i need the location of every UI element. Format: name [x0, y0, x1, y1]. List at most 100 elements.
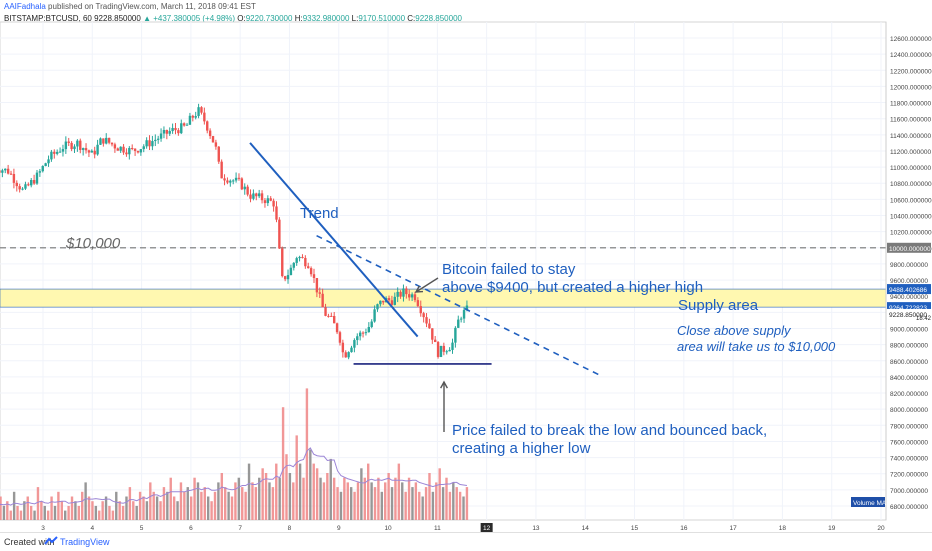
close-note: Close above supply area will take us to …	[677, 323, 835, 355]
candle-up	[439, 345, 443, 357]
volume-bar	[115, 491, 118, 520]
volume-bar	[23, 501, 26, 520]
volume-bar	[387, 473, 390, 520]
volume-bar	[271, 487, 275, 520]
candle-down	[110, 142, 114, 145]
candle-up	[55, 151, 59, 154]
low-label: L:	[351, 14, 359, 23]
volume-bar	[244, 491, 247, 520]
volume-bar	[196, 482, 200, 520]
volume-bar	[162, 487, 166, 520]
candle-down	[283, 276, 287, 280]
volume-bar	[125, 496, 128, 520]
volume-bar	[421, 496, 424, 520]
candle-down	[136, 150, 140, 153]
candle-down	[84, 148, 88, 151]
candle-down	[27, 184, 30, 186]
candle-up	[21, 188, 24, 190]
ten-k-badge: 10000.000000	[889, 246, 931, 253]
price-tick-label: 8800.000000	[890, 343, 928, 350]
candle-down	[0, 170, 1, 173]
price-note: Price failed to break the low and bounce…	[452, 422, 767, 458]
author-link[interactable]: AAIFadhala	[4, 2, 46, 11]
volume-bar	[206, 496, 210, 520]
price-tick-label: 7200.000000	[890, 472, 928, 479]
candle-down	[15, 182, 18, 187]
candle-down	[107, 137, 111, 143]
candle-up	[295, 258, 298, 263]
candle-up	[364, 332, 368, 334]
volume-bar	[224, 487, 227, 520]
candle-down	[425, 317, 428, 324]
volume-bar	[254, 487, 258, 520]
price-tick-label: 8000.000000	[890, 407, 928, 414]
candle-down	[70, 142, 73, 150]
candle-up	[194, 116, 197, 118]
candle-up	[232, 180, 235, 182]
symbol-label[interactable]: BITSTAMP:BTCUSD, 60	[4, 14, 92, 23]
arrow-higher-high	[415, 277, 439, 293]
supply-top-badge: 9488.402686	[889, 287, 927, 294]
candle-down	[246, 186, 249, 195]
candle-down	[12, 173, 16, 183]
volume-bar	[326, 473, 329, 520]
candle-down	[217, 146, 220, 162]
time-tick-label: 11	[434, 525, 441, 532]
volume-bar	[285, 454, 288, 520]
volume-bar	[302, 477, 305, 520]
candle-up	[286, 275, 290, 280]
volume-bar	[343, 477, 346, 520]
candle-down	[315, 278, 319, 293]
volume-bar	[43, 505, 46, 520]
price-tick-label: 8200.000000	[890, 391, 928, 398]
time-tick-label: 3	[41, 525, 45, 532]
price-tick-label: 11800.000000	[890, 101, 931, 108]
candle-down	[53, 151, 56, 154]
volume-bar	[9, 510, 12, 520]
candle-up	[81, 148, 85, 150]
time-axis[interactable]: 3 4 5 6 7 8 9 10 11 12 13 14 15 16 17 18 19 20	[41, 523, 885, 532]
candle-up	[119, 146, 122, 151]
volume-bar	[217, 482, 220, 520]
candle-down	[327, 315, 330, 317]
candle-down	[321, 293, 324, 308]
volume-bar	[363, 477, 366, 520]
candle-down	[93, 150, 96, 155]
volume-bar	[373, 487, 377, 520]
volume-bar	[193, 477, 196, 520]
volume-bar	[84, 482, 87, 520]
volume-bar	[210, 501, 213, 520]
volume-bar	[390, 487, 394, 520]
candle-down	[182, 123, 186, 126]
volume-bar	[104, 496, 108, 520]
volume-bar	[346, 482, 349, 520]
close-label: C:	[407, 14, 416, 23]
volume-bar	[312, 463, 315, 520]
price-axis[interactable]: 12600.000000 12400.000000 12200.000000 1200…	[885, 22, 932, 520]
candle-down	[220, 161, 223, 179]
volume-bar	[424, 487, 428, 520]
candle-down	[309, 268, 313, 275]
candle-down	[399, 291, 402, 297]
trend-extension-line[interactable]	[316, 234, 601, 377]
candle-down	[344, 352, 347, 358]
candle-up	[448, 349, 451, 352]
tradingview-link[interactable]: TradingView	[60, 537, 110, 547]
volume-ma-label: Volume MA	[853, 500, 887, 507]
last-price: 9228.850000	[94, 14, 141, 23]
candle-down	[9, 173, 13, 175]
candle-down	[413, 294, 417, 301]
volume-bar	[6, 501, 9, 520]
candle-down	[341, 342, 345, 353]
plot-frame	[0, 21, 887, 521]
candle-up	[257, 193, 261, 197]
close-value: 9228.850000	[415, 14, 462, 23]
volume-bar	[138, 491, 142, 520]
volume-bar	[176, 501, 179, 520]
trend-line[interactable]	[249, 142, 419, 338]
price-tick-label: 12600.000000	[890, 36, 932, 43]
publish-info: AAIFadhala published on TradingView.com,…	[4, 2, 256, 11]
volume-bar	[40, 501, 43, 520]
candle-down	[116, 148, 119, 151]
